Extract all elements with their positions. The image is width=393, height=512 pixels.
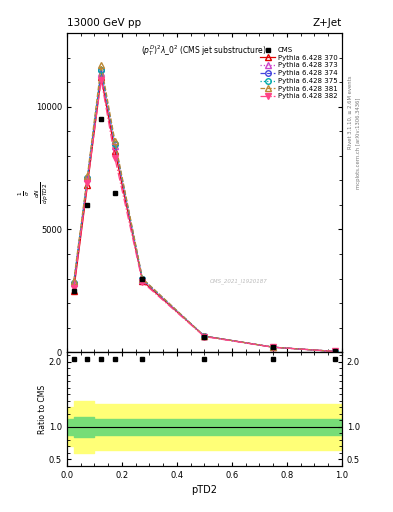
CMS	[99, 116, 104, 122]
Pythia 6.428 375	[333, 348, 338, 354]
Pythia 6.428 373	[333, 348, 338, 354]
Pythia 6.428 381	[85, 173, 90, 179]
CMS	[85, 202, 90, 208]
Pythia 6.428 381	[202, 333, 207, 339]
Pythia 6.428 370	[85, 182, 90, 188]
Pythia 6.428 370	[99, 74, 104, 80]
Pythia 6.428 374	[72, 281, 76, 287]
Pythia 6.428 382	[72, 285, 76, 291]
Pythia 6.428 370	[271, 344, 275, 350]
Y-axis label: Ratio to CMS: Ratio to CMS	[39, 385, 48, 434]
Pythia 6.428 382	[140, 279, 145, 285]
Line: CMS: CMS	[71, 117, 338, 354]
Pythia 6.428 381	[140, 275, 145, 282]
Pythia 6.428 373	[202, 333, 207, 339]
CMS	[72, 288, 76, 294]
Pythia 6.428 381	[99, 62, 104, 68]
Pythia 6.428 381	[72, 278, 76, 284]
Pythia 6.428 373	[113, 143, 118, 149]
Pythia 6.428 373	[99, 70, 104, 76]
CMS	[113, 189, 118, 196]
Pythia 6.428 375	[113, 141, 118, 147]
Pythia 6.428 375	[202, 333, 207, 339]
Pythia 6.428 382	[202, 333, 207, 339]
Pythia 6.428 374	[140, 276, 145, 282]
Pythia 6.428 375	[72, 281, 76, 287]
Pythia 6.428 382	[85, 180, 90, 186]
Pythia 6.428 370	[113, 148, 118, 154]
Line: Pythia 6.428 381: Pythia 6.428 381	[71, 62, 338, 354]
CMS	[202, 334, 207, 340]
Pythia 6.428 381	[271, 344, 275, 350]
Pythia 6.428 375	[140, 276, 145, 282]
Pythia 6.428 375	[99, 67, 104, 73]
Pythia 6.428 382	[333, 348, 338, 354]
Pythia 6.428 373	[85, 175, 90, 181]
Pythia 6.428 374	[271, 344, 275, 350]
Line: Pythia 6.428 375: Pythia 6.428 375	[71, 67, 338, 354]
Text: mcplots.cern.ch [arXiv:1306.3436]: mcplots.cern.ch [arXiv:1306.3436]	[356, 98, 361, 189]
Pythia 6.428 370	[140, 278, 145, 284]
Line: Pythia 6.428 373: Pythia 6.428 373	[71, 70, 338, 354]
Pythia 6.428 375	[271, 344, 275, 350]
Text: 13000 GeV pp: 13000 GeV pp	[67, 18, 141, 28]
Pythia 6.428 381	[113, 138, 118, 144]
Pythia 6.428 382	[113, 155, 118, 161]
Text: Rivet 3.1.10, ≥ 2.6M events: Rivet 3.1.10, ≥ 2.6M events	[348, 76, 353, 150]
Line: Pythia 6.428 374: Pythia 6.428 374	[71, 67, 338, 354]
Text: $(p_T^D)^2\lambda\_0^2$ (CMS jet substructure): $(p_T^D)^2\lambda\_0^2$ (CMS jet substru…	[141, 43, 267, 58]
Pythia 6.428 374	[99, 67, 104, 73]
Pythia 6.428 374	[113, 141, 118, 147]
Pythia 6.428 375	[85, 175, 90, 181]
Pythia 6.428 374	[333, 348, 338, 354]
CMS	[271, 344, 275, 350]
Pythia 6.428 370	[333, 348, 338, 354]
Pythia 6.428 381	[333, 348, 338, 354]
Text: Z+Jet: Z+Jet	[313, 18, 342, 28]
Pythia 6.428 374	[85, 175, 90, 181]
Text: CMS_2021_I1920187: CMS_2021_I1920187	[210, 278, 268, 284]
Pythia 6.428 370	[202, 333, 207, 339]
X-axis label: pTD2: pTD2	[191, 485, 217, 495]
Pythia 6.428 382	[99, 77, 104, 83]
Pythia 6.428 374	[202, 333, 207, 339]
Pythia 6.428 373	[72, 281, 76, 287]
Pythia 6.428 373	[271, 344, 275, 350]
CMS	[140, 275, 145, 282]
Line: Pythia 6.428 382: Pythia 6.428 382	[71, 77, 338, 354]
Y-axis label: $\frac{1}{\sigma}$
$\frac{d N}{d\,pTD2}$: $\frac{1}{\sigma}$ $\frac{d N}{d\,pTD2}$	[17, 182, 51, 204]
Pythia 6.428 370	[72, 288, 76, 294]
CMS	[333, 348, 338, 354]
Pythia 6.428 373	[140, 276, 145, 283]
Legend: CMS, Pythia 6.428 370, Pythia 6.428 373, Pythia 6.428 374, Pythia 6.428 375, Pyt: CMS, Pythia 6.428 370, Pythia 6.428 373,…	[259, 46, 338, 100]
Pythia 6.428 382	[271, 344, 275, 350]
Line: Pythia 6.428 370: Pythia 6.428 370	[71, 75, 338, 354]
